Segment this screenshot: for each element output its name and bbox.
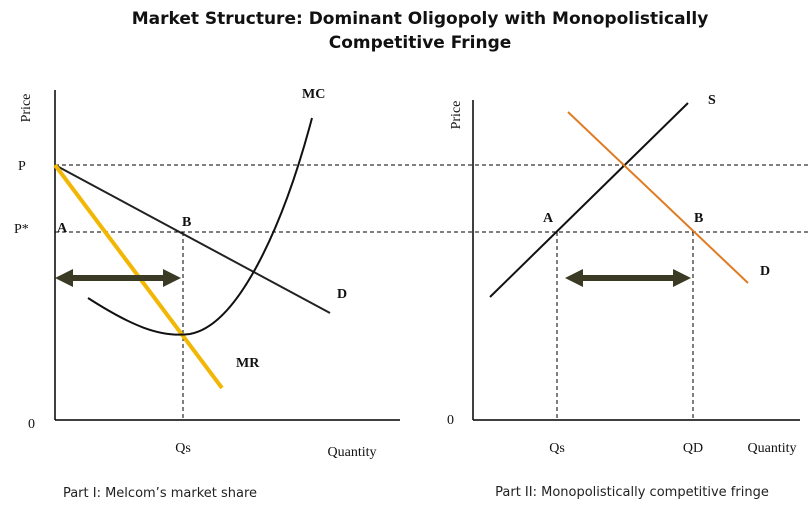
axis-label: Quantity xyxy=(748,441,797,456)
point-label: A xyxy=(57,221,68,236)
title-line: Market Structure: Dominant Oligopoly wit… xyxy=(132,9,709,29)
mc-curve xyxy=(87,117,313,336)
demand-curve xyxy=(567,111,749,284)
quantity-label: Qs xyxy=(549,441,565,456)
price-label: P* xyxy=(14,222,29,237)
curve-label: D xyxy=(760,264,770,279)
axis-label: Price xyxy=(449,101,464,130)
caption: Part I: Melcom’s market share xyxy=(63,486,257,501)
title-line: Competitive Fringe xyxy=(329,33,512,53)
point-label: A xyxy=(543,211,554,226)
supply-curve xyxy=(489,102,689,298)
origin-label: 0 xyxy=(447,413,454,428)
axis-label: Quantity xyxy=(328,445,377,460)
quantity-label: QD xyxy=(683,441,703,456)
curve-label: S xyxy=(708,93,716,108)
curve-label: MR xyxy=(236,356,260,371)
demand-curve xyxy=(54,164,331,314)
axis-label: Price xyxy=(19,94,34,123)
curve-label: D xyxy=(337,287,347,302)
point-label: B xyxy=(182,215,191,230)
point-label: B xyxy=(694,211,703,226)
price-label: P xyxy=(18,159,26,174)
origin-label: 0 xyxy=(28,417,35,432)
curve-label: MC xyxy=(302,87,325,102)
caption: Part II: Monopolistically competitive fr… xyxy=(495,485,769,500)
quantity-label: Qs xyxy=(175,441,191,456)
